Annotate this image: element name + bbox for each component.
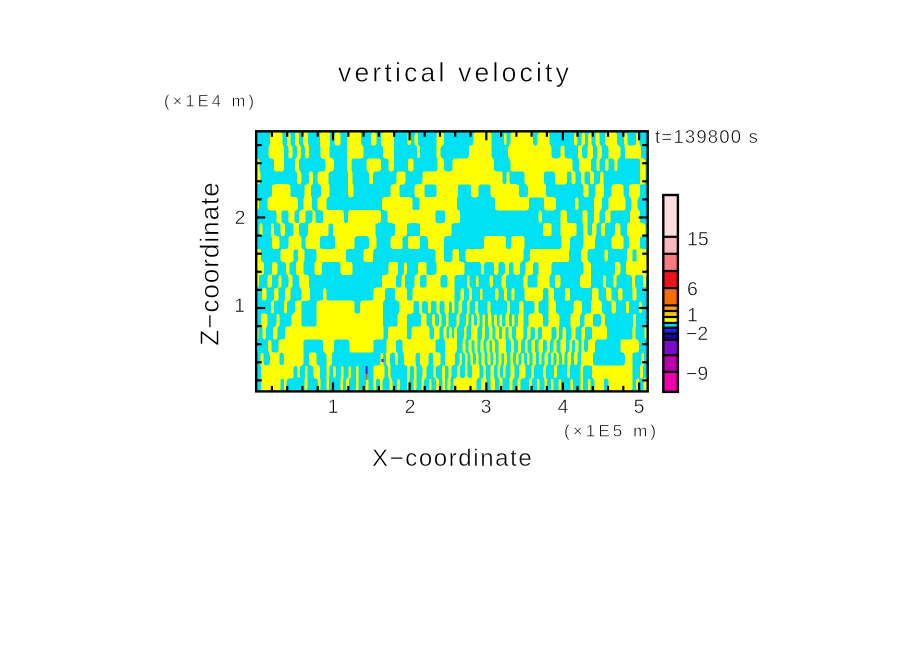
- svg-text:2: 2: [235, 207, 246, 229]
- svg-text:1: 1: [328, 396, 339, 418]
- svg-text:t=139800 s: t=139800 s: [655, 126, 759, 147]
- svg-text:(×1E5 m): (×1E5 m): [564, 422, 659, 441]
- svg-text:4: 4: [558, 396, 569, 418]
- svg-text:6: 6: [687, 279, 698, 301]
- svg-text:3: 3: [481, 396, 492, 418]
- svg-text:2: 2: [405, 396, 416, 418]
- svg-text:5: 5: [634, 396, 645, 418]
- svg-text:Z−coordinate: Z−coordinate: [195, 181, 225, 345]
- svg-text:15: 15: [687, 229, 709, 251]
- svg-text:1: 1: [687, 305, 698, 327]
- svg-text:X−coordinate: X−coordinate: [372, 445, 533, 472]
- svg-text:−2: −2: [686, 323, 708, 345]
- svg-text:1: 1: [234, 295, 245, 317]
- svg-text:vertical velocity: vertical velocity: [338, 58, 572, 88]
- svg-text:−9: −9: [686, 363, 708, 385]
- svg-text:(×1E4 m): (×1E4 m): [164, 93, 257, 111]
